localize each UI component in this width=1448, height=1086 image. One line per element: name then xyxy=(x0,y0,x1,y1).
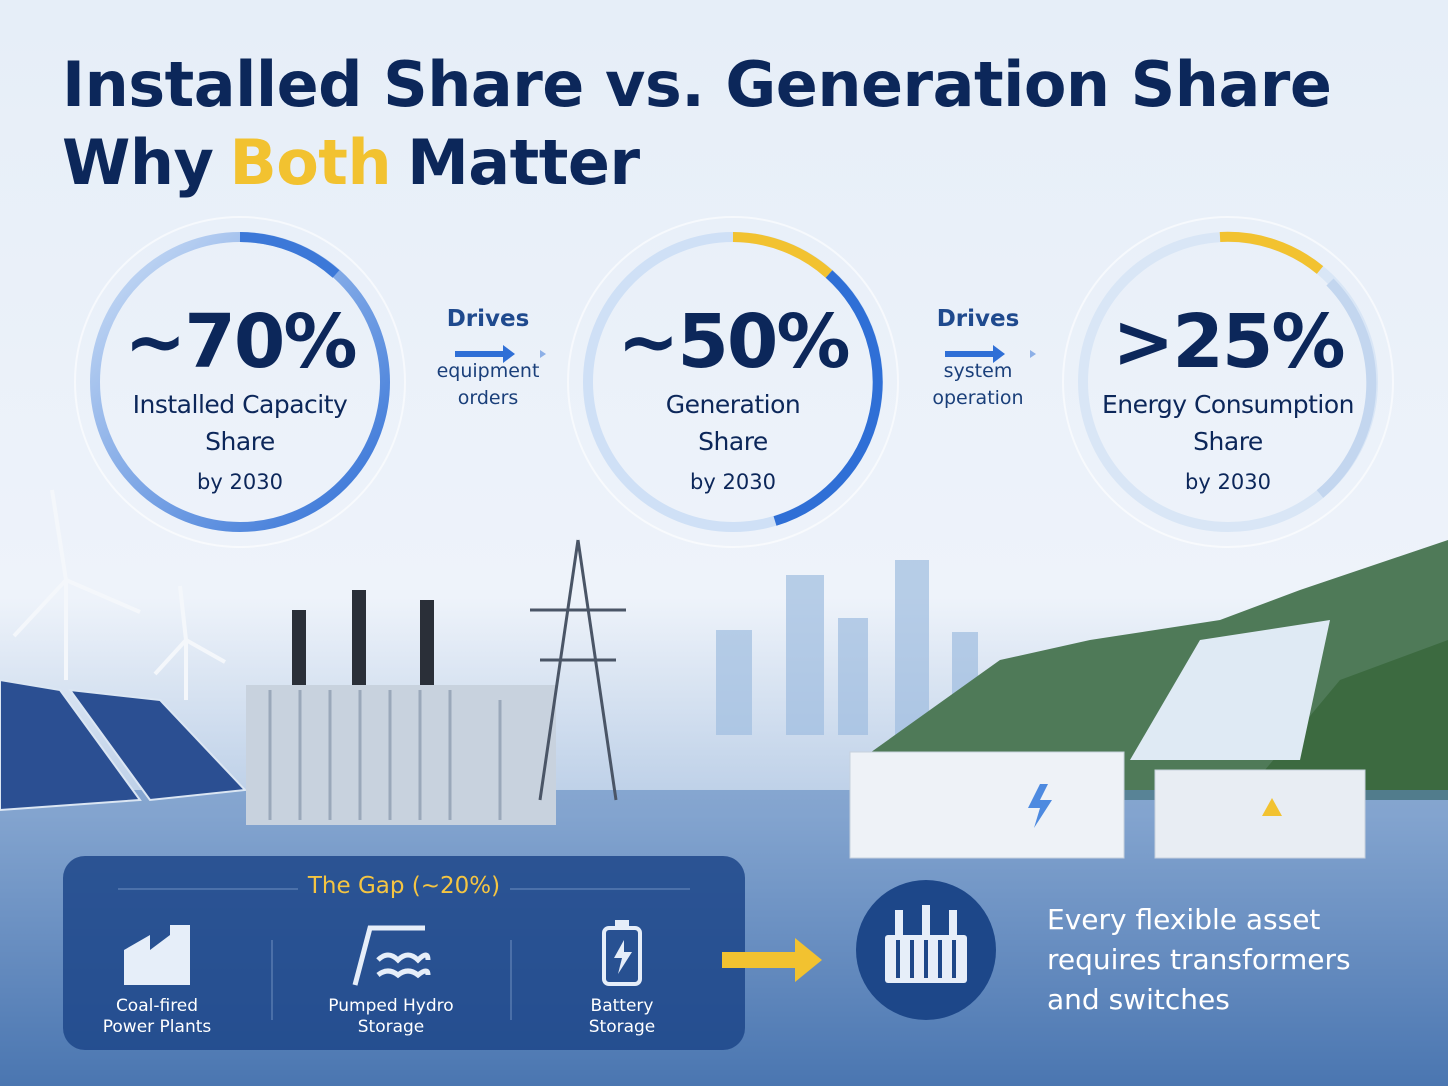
stat-note: by 2030 xyxy=(690,470,776,494)
title-highlight: Both xyxy=(229,126,392,199)
gap-item: Battery Storage xyxy=(522,996,722,1038)
stat-label: Energy Consumption Share xyxy=(1101,390,1355,456)
gap-title: The Gap (~20%) xyxy=(307,873,501,899)
title-word: Matter xyxy=(407,126,640,199)
stat-value: ~50% xyxy=(617,299,850,385)
gap-item: Pumped Hydro Storage xyxy=(291,996,491,1038)
connector-verb: Drives xyxy=(936,306,1020,332)
gap-item-label: Battery Storage xyxy=(588,996,656,1037)
stat-note: by 2030 xyxy=(197,470,283,494)
gap-item-label: Pumped Hydro Storage xyxy=(328,996,454,1037)
connector: Drives equipment orders xyxy=(413,306,563,412)
stat: >25% Energy Consumption Share by 2030 xyxy=(1078,300,1378,494)
callout: Every flexible asset requires transforme… xyxy=(1047,903,1351,1016)
stat: ~70% Installed Capacity Share by 2030 xyxy=(90,300,390,494)
connector: Drives system operation xyxy=(903,306,1053,412)
title-word: Why xyxy=(62,126,214,199)
stat-value: ~70% xyxy=(124,299,357,385)
gap-item-label: Coal-fired Power Plants xyxy=(102,996,212,1037)
connector-object: system operation xyxy=(932,360,1024,409)
stat: ~50% Generation Share by 2030 xyxy=(583,300,883,494)
stat-value: >25% xyxy=(1112,299,1345,385)
title-line: Installed Share vs. Generation Share xyxy=(62,48,1332,121)
stat-label: Generation Share xyxy=(665,390,801,456)
stat-label: Installed Capacity Share xyxy=(132,390,348,456)
gap-item: Coal-fired Power Plants xyxy=(57,996,257,1038)
stat-note: by 2030 xyxy=(1185,470,1271,494)
title-line: Why Both Matter xyxy=(62,126,656,199)
connector-verb: Drives xyxy=(446,306,530,332)
connector-object: equipment orders xyxy=(436,360,540,409)
